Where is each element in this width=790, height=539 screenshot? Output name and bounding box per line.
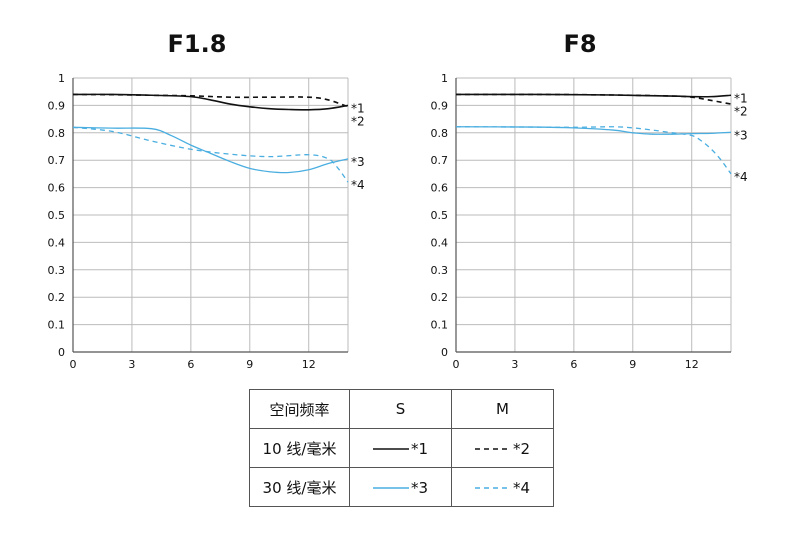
chart2-y-tick-label: 0.7 (431, 154, 449, 167)
chart1-x-tick-label: 0 (70, 358, 77, 371)
legend-row-label: 10 线/毫米 (249, 428, 350, 468)
chart2-series-line-3 (455, 126, 732, 135)
chart1-y-tick-label: 0.4 (48, 236, 66, 249)
legend-row-10: 10 线/毫米 *1 *2 (249, 428, 554, 468)
legend-m2-label: *2 (512, 440, 531, 458)
legend-header-row: 空间频率 S M (249, 389, 554, 429)
chart1-y-tick-label: 0 (58, 346, 65, 359)
chart1-series-end-label: *1 (351, 101, 365, 115)
chart2-series-end-label: *3 (734, 128, 748, 142)
chart1-series-line-2 (72, 93, 349, 108)
mtf-charts: 00.10.20.30.40.50.60.70.80.910 3 6 9 12*1*2*… (48, 72, 748, 371)
dashed-dark-line-sample (474, 448, 511, 450)
chart-title-f8: F8 (563, 30, 597, 58)
chart1-series-end-label: *3 (351, 155, 365, 169)
chart2-x-tick-label: 12 (685, 358, 699, 371)
chart1-y-tick-label: 0.1 (48, 319, 66, 332)
legend-cell-m2: *2 (451, 428, 554, 468)
dashed-blue-line-sample (474, 487, 511, 489)
chart2-x-tick-label: 9 (629, 358, 636, 371)
chart2-y-tick-label: 0.9 (431, 99, 449, 112)
chart2-x-tick-label: 6 (570, 358, 577, 371)
chart2-y-tick-label: 0 (441, 346, 448, 359)
legend-m4-label: *4 (512, 479, 531, 497)
chart2-series-line-2 (455, 93, 732, 105)
legend-cell-s1: *1 (349, 428, 452, 468)
chart2-y-tick-label: 0.3 (431, 264, 449, 277)
chart2-y-tick-label: 1 (441, 72, 448, 85)
chart1-series-end-label: *2 (351, 114, 365, 128)
legend-cell-s3: *3 (349, 467, 452, 507)
chart1-y-tick-label: 0.6 (48, 182, 66, 195)
chart2-y-tick-label: 0.6 (431, 182, 449, 195)
solid-dark-line-sample (372, 448, 409, 450)
chart2-y-tick-label: 0.8 (431, 127, 449, 140)
chart1-y-tick-label: 1 (58, 72, 65, 85)
legend-s3-label: *3 (410, 479, 429, 497)
chart1-series-line-4 (72, 126, 349, 183)
chart2-series-end-label: *4 (734, 170, 748, 184)
chart1-x-tick-label: 12 (302, 358, 316, 371)
chart1-x-tick-label: 3 (128, 358, 135, 371)
chart1-y-tick-label: 0.2 (48, 291, 66, 304)
chart1-y-tick-label: 0.3 (48, 264, 66, 277)
legend-cell-m4: *4 (451, 467, 554, 507)
chart2-x-tick-label: 0 (453, 358, 460, 371)
chart2-series-end-label: *1 (734, 91, 748, 105)
chart2-y-tick-label: 0.1 (431, 319, 449, 332)
solid-blue-line-sample (372, 487, 409, 489)
legend-header-m: M (451, 389, 554, 429)
legend-row-30: 30 线/毫米 *3 *4 (249, 467, 554, 507)
chart1-series-line-3 (72, 126, 349, 174)
legend-row-label: 30 线/毫米 (249, 467, 350, 507)
chart2-series-end-label: *2 (734, 104, 748, 118)
legend-header-frequency: 空间频率 (249, 389, 350, 429)
legend-table: 空间频率 S M 10 线/毫米 *1 *2 30 线/毫米 *3 (249, 389, 554, 507)
chart1-y-tick-label: 0.7 (48, 154, 66, 167)
chart2-series-line-4 (455, 126, 732, 175)
chart-title-f18: F1.8 (167, 30, 227, 58)
chart1-x-tick-label: 6 (187, 358, 194, 371)
chart1-y-tick-label: 0.8 (48, 127, 66, 140)
legend-s1-label: *1 (410, 440, 429, 458)
chart2-y-tick-label: 0.5 (431, 209, 449, 222)
chart2-y-tick-label: 0.2 (431, 291, 449, 304)
chart1-y-tick-label: 0.5 (48, 209, 66, 222)
chart1-series-end-label: *4 (351, 178, 365, 192)
chart2-y-tick-label: 0.4 (431, 236, 449, 249)
chart1-x-tick-label: 9 (246, 358, 253, 371)
chart1-y-tick-label: 0.9 (48, 99, 66, 112)
legend-header-s: S (349, 389, 452, 429)
chart2-x-tick-label: 3 (511, 358, 518, 371)
